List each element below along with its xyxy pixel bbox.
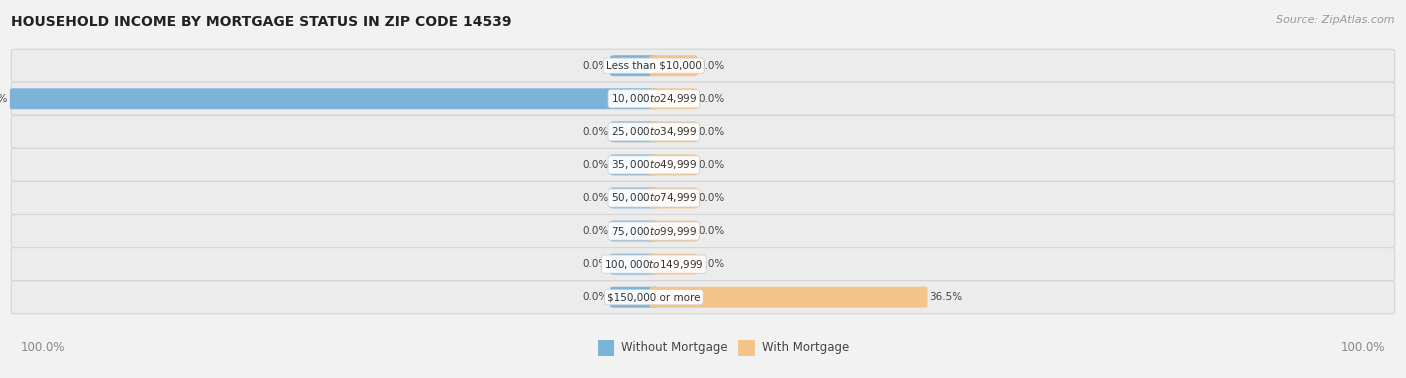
Text: 0.0%: 0.0%: [699, 259, 725, 269]
Text: 100.0%: 100.0%: [1340, 341, 1385, 354]
Text: Less than $10,000: Less than $10,000: [606, 61, 702, 71]
Text: 100.0%: 100.0%: [21, 341, 66, 354]
Text: $35,000 to $49,999: $35,000 to $49,999: [610, 158, 697, 171]
Text: 0.0%: 0.0%: [582, 127, 609, 137]
Text: 0.0%: 0.0%: [699, 193, 725, 203]
Text: $150,000 or more: $150,000 or more: [607, 292, 700, 302]
Text: 0.0%: 0.0%: [699, 160, 725, 170]
Text: With Mortgage: With Mortgage: [762, 341, 849, 354]
Text: 0.0%: 0.0%: [582, 193, 609, 203]
Text: 0.0%: 0.0%: [582, 61, 609, 71]
Text: 0.0%: 0.0%: [699, 127, 725, 137]
Text: $25,000 to $34,999: $25,000 to $34,999: [610, 125, 697, 138]
Text: 0.0%: 0.0%: [582, 259, 609, 269]
Text: HOUSEHOLD INCOME BY MORTGAGE STATUS IN ZIP CODE 14539: HOUSEHOLD INCOME BY MORTGAGE STATUS IN Z…: [11, 15, 512, 29]
Text: 0.0%: 0.0%: [699, 61, 725, 71]
Text: Without Mortgage: Without Mortgage: [621, 341, 728, 354]
Text: 0.0%: 0.0%: [582, 226, 609, 236]
Text: Source: ZipAtlas.com: Source: ZipAtlas.com: [1277, 15, 1395, 25]
Text: 0.0%: 0.0%: [699, 94, 725, 104]
Text: 0.0%: 0.0%: [699, 226, 725, 236]
Text: $50,000 to $74,999: $50,000 to $74,999: [610, 192, 697, 204]
Text: $10,000 to $24,999: $10,000 to $24,999: [610, 92, 697, 105]
Text: 0.0%: 0.0%: [582, 160, 609, 170]
Text: $75,000 to $99,999: $75,000 to $99,999: [610, 225, 697, 237]
Text: 36.5%: 36.5%: [929, 292, 962, 302]
Text: 100.0%: 100.0%: [0, 94, 8, 104]
Text: 0.0%: 0.0%: [582, 292, 609, 302]
Text: $100,000 to $149,999: $100,000 to $149,999: [605, 258, 703, 271]
